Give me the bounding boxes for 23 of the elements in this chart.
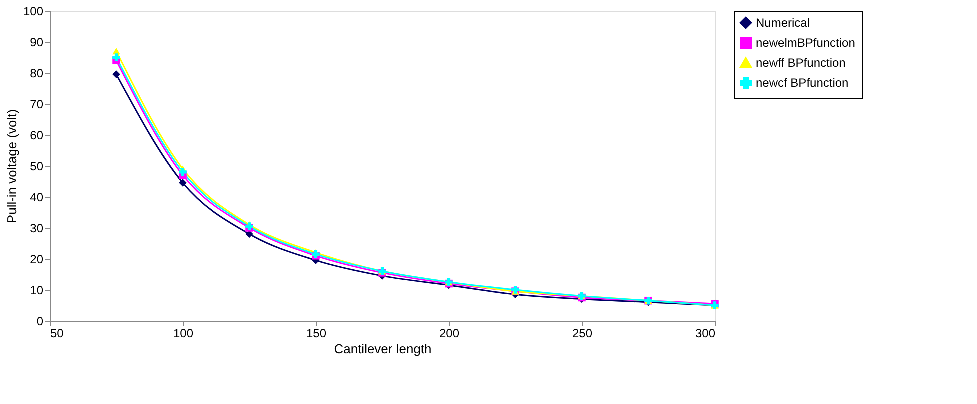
y-axis-title: Pull-in voltage (volt) bbox=[4, 109, 20, 224]
y-tick-label: 10 bbox=[30, 284, 44, 298]
legend-label: Numerical bbox=[756, 16, 810, 30]
legend-label: newelmBPfunction bbox=[756, 36, 856, 50]
x-axis-title: Cantilever length bbox=[334, 342, 432, 356]
y-tick-label: 60 bbox=[30, 128, 44, 142]
legend-label: newcf BPfunction bbox=[756, 76, 849, 90]
y-tick-label: 80 bbox=[30, 66, 44, 80]
x-tick-label: 100 bbox=[173, 326, 194, 340]
y-tick-label: 30 bbox=[30, 222, 44, 236]
legend-label: newff BPfunction bbox=[756, 56, 846, 70]
x-tick-label: 200 bbox=[439, 326, 460, 340]
y-tick-label: 100 bbox=[23, 4, 44, 18]
y-tick-label: 70 bbox=[30, 98, 44, 112]
x-tick-label: 300 bbox=[695, 326, 716, 340]
x-tick-label: 250 bbox=[572, 326, 593, 340]
y-tick-label: 90 bbox=[30, 36, 44, 50]
y-tick-label: 50 bbox=[30, 160, 44, 174]
x-tick-label: 50 bbox=[50, 326, 64, 340]
y-tick-label: 40 bbox=[30, 190, 44, 204]
x-tick-label: 150 bbox=[306, 326, 327, 340]
y-tick-label: 0 bbox=[36, 314, 44, 328]
y-tick-label: 20 bbox=[30, 252, 44, 266]
